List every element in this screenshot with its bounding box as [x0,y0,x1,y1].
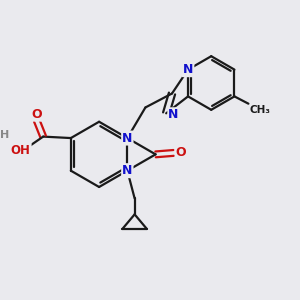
Text: O: O [32,108,42,121]
Text: N: N [122,132,133,145]
Text: N: N [183,63,193,76]
Text: OH: OH [11,143,31,157]
Text: N: N [168,108,178,121]
Text: N: N [122,164,133,177]
Text: CH₃: CH₃ [249,105,270,116]
Text: H: H [0,130,9,140]
Text: O: O [176,146,186,159]
Text: N: N [183,63,193,76]
